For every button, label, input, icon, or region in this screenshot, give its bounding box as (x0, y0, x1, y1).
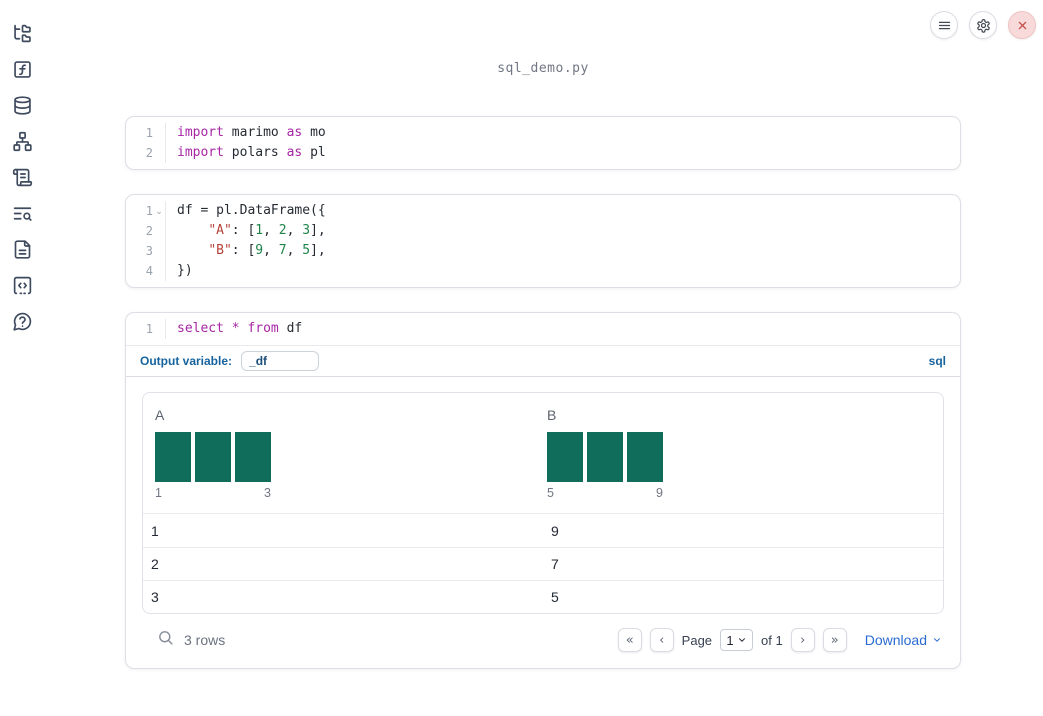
previous-page-button[interactable]: ‹ (649, 628, 674, 652)
column-header[interactable]: B (547, 407, 557, 423)
histogram-bar[interactable] (235, 432, 271, 482)
language-badge: sql (928, 354, 946, 368)
output-variable-label: Output variable: (140, 354, 233, 368)
line-number-gutter: 1 ⌄ 2 3 4 (126, 201, 166, 281)
column-summary-a[interactable]: A 1 3 (151, 405, 543, 500)
search-icon[interactable] (157, 629, 174, 651)
code-editor[interactable]: 1 ⌄ 2 3 4 df = pl.DataFrame({ "A": [1, 2, 3]… (126, 195, 960, 287)
file-text-icon[interactable] (11, 238, 33, 260)
code-line[interactable]: import marimo as mo (177, 125, 326, 140)
code-line[interactable]: "B": [9, 7, 5], (208, 243, 326, 258)
table-cell[interactable]: 2 (151, 556, 159, 572)
histogram-bar[interactable] (155, 432, 191, 482)
chevron-down-icon (738, 638, 745, 642)
sql-cell[interactable]: 1 select * from df Output variable: sql … (125, 312, 961, 669)
sql-cell-toolbar: Output variable: sql (126, 346, 960, 376)
column-summary-b[interactable]: B 5 9 (543, 405, 935, 500)
code-line[interactable]: df = pl.DataFrame({ (177, 203, 326, 218)
function-square-icon[interactable] (11, 58, 33, 80)
text-search-icon[interactable] (11, 202, 33, 224)
table-cell[interactable]: 3 (151, 589, 159, 605)
helper-panel-sidebar (0, 0, 44, 713)
database-icon[interactable] (11, 94, 33, 116)
column-histogram[interactable] (547, 432, 663, 482)
code-line[interactable]: import polars as pl (177, 145, 326, 160)
page-total-label: of 1 (761, 632, 783, 648)
histogram-bar[interactable] (587, 432, 623, 482)
column-header[interactable]: A (155, 407, 165, 423)
code-line[interactable]: "A": [1, 2, 3], (208, 223, 326, 238)
table-cell[interactable]: 1 (151, 522, 159, 539)
table-cell[interactable]: 5 (551, 589, 559, 605)
code-cell-dataframe[interactable]: 1 ⌄ 2 3 4 df = pl.DataFrame({ "A": [1, 2, 3]… (125, 194, 961, 288)
row-count: 3 rows (184, 632, 226, 648)
hamburger-menu-icon[interactable] (930, 11, 958, 39)
download-button[interactable]: Download (865, 632, 942, 648)
page-select[interactable]: 1 (720, 629, 754, 651)
output-variable-input[interactable] (241, 351, 320, 371)
histogram-max-label: 9 (656, 486, 663, 500)
sql-editor[interactable]: 1 select * from df (126, 313, 960, 345)
code-line[interactable]: }) (177, 263, 193, 278)
line-number-gutter: 1 (126, 319, 166, 339)
histogram-min-label: 1 (155, 486, 162, 500)
next-page-button[interactable]: › (790, 628, 815, 652)
notebook-actions (930, 11, 1036, 39)
network-icon[interactable] (11, 130, 33, 152)
table-header: A 1 3 B 5 9 (143, 393, 943, 514)
histogram-max-label: 3 (264, 486, 271, 500)
code-content[interactable]: df = pl.DataFrame({ "A": [1, 2, 3], "B":… (166, 201, 326, 281)
code-square-dashed-icon[interactable] (11, 274, 33, 296)
cell-output: A 1 3 B 5 9 (126, 376, 960, 668)
column-histogram[interactable] (155, 432, 271, 482)
help-circle-icon[interactable] (11, 310, 33, 332)
file-tree-icon[interactable] (11, 22, 33, 44)
histogram-min-label: 5 (547, 486, 554, 500)
fold-chevron-icon[interactable]: ⌄ (155, 206, 163, 216)
code-content[interactable]: select * from df (166, 319, 302, 339)
histogram-bar[interactable] (195, 432, 231, 482)
code-content[interactable]: import marimo as mo import polars as pl (166, 123, 326, 163)
code-line[interactable]: select * from df (177, 321, 303, 336)
scroll-text-icon[interactable] (11, 166, 33, 188)
table-cell[interactable]: 9 (551, 522, 559, 539)
divider (126, 345, 960, 346)
dataframe-table: A 1 3 B 5 9 (142, 392, 944, 614)
close-icon[interactable] (1008, 11, 1036, 39)
page-label: Page (681, 632, 713, 648)
histogram-bar[interactable] (547, 432, 583, 482)
notebook-filename[interactable]: sql_demo.py (497, 61, 589, 76)
first-page-button[interactable]: « (617, 628, 642, 652)
table-footer: 3 rows « ‹ Page 1 of 1 › » Download (142, 622, 944, 658)
histogram-bar[interactable] (627, 432, 663, 482)
chevron-down-icon (934, 638, 940, 642)
last-page-button[interactable]: » (822, 628, 847, 652)
gear-icon[interactable] (969, 11, 997, 39)
table-cell[interactable]: 7 (551, 556, 559, 572)
